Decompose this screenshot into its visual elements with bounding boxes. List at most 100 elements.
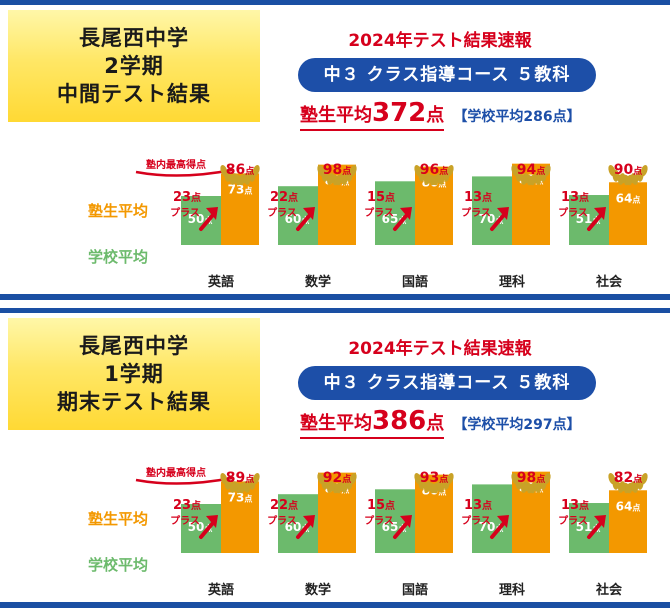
juku-average-label: 塾生平均 [300, 105, 372, 126]
bar-juku-value-0: 73点 [228, 490, 253, 504]
laurel-leaf [623, 482, 632, 494]
diff-word-2: プラス [364, 514, 394, 527]
bar-juku-4 [609, 490, 647, 553]
diff-unit-0: 点 [191, 499, 201, 512]
term-name: 1学期 [104, 362, 164, 386]
diff-label-3: 13点 [464, 498, 492, 513]
highest-score-unit-4: 点 [633, 165, 642, 177]
subject-label-2: 国語 [402, 582, 428, 598]
diff-word-0: プラス [170, 206, 200, 219]
laurel-wreath-icon-0 [220, 165, 260, 186]
juku-average-label: 塾生平均 [300, 413, 372, 434]
laurel-wreath-icon-2 [414, 473, 454, 494]
school-name: 長尾西中学 [79, 26, 189, 50]
laurel-leaf [539, 477, 547, 490]
plus-arrow-shaft-2 [393, 214, 408, 231]
highest-score-unit-1: 点 [342, 165, 351, 177]
panel-top-bar [0, 308, 670, 313]
diff-label-4: 13点 [561, 190, 589, 205]
school-average: 【学校平均297点】 [453, 417, 581, 433]
plus-arrow-head-1 [303, 515, 315, 528]
bar-juku-0 [221, 173, 259, 245]
bar-juku-value-0: 73点 [228, 182, 253, 196]
plus-arrow-shaft-0 [199, 214, 214, 231]
laurel-leaf [339, 481, 347, 493]
legend-school: 学校平均 [88, 248, 148, 266]
laurel-leaf [345, 477, 353, 490]
subject-label-2: 国語 [402, 274, 428, 290]
plus-arrow-head-0 [206, 207, 218, 220]
laurel-wreath-icon-4 [608, 165, 648, 186]
laurel-leaf [235, 482, 244, 494]
subject-label-0: 英語 [207, 582, 234, 598]
diff-label-0: 23点 [173, 190, 201, 205]
diff-unit-3: 点 [482, 191, 492, 204]
laurel-leaf [429, 482, 438, 494]
plus-arrow-head-4 [594, 515, 606, 528]
laurel-leaf [227, 482, 238, 492]
subject-label-1: 数学 [305, 274, 331, 290]
term-name: 2学期 [104, 54, 164, 78]
score-bar-chart-2: 塾生平均学校平均塾内最高得点50点73点23点プラス89点英語60点82点22点… [88, 466, 648, 598]
laurel-leaf [227, 174, 238, 184]
test-name: 期末テスト結果 [57, 390, 211, 414]
laurel-leaf [345, 169, 353, 182]
highest-score-0: 86点 [226, 162, 255, 178]
diff-word-1: プラス [267, 514, 297, 527]
laurel-leaf [248, 169, 256, 182]
highest-score-unit-4: 点 [633, 473, 642, 485]
panel-top-bar [0, 0, 670, 5]
laurel-leaf [324, 482, 335, 492]
subject-label-3: 理科 [499, 274, 525, 290]
laurel-wreath-icon-4 [608, 473, 648, 494]
school-name: 長尾西中学 [79, 334, 189, 358]
score-bar-chart-1: 塾生平均学校平均塾内最高得点50点73点23点プラス86点英語60点82点22点… [88, 158, 648, 290]
laurel-leaf [324, 174, 335, 184]
highest-score-label: 塾内最高得点 [146, 158, 206, 171]
laurel-wreath-icon-3 [511, 473, 551, 494]
flash-title: 2024年テスト結果速報 [348, 31, 532, 51]
diff-word-4: プラス [558, 514, 588, 527]
average-summary: 塾生平均386点 【学校平均297点】 [300, 406, 581, 439]
diff-label-0: 23点 [173, 498, 201, 513]
laurel-leaf [518, 482, 529, 492]
plus-arrow-head-2 [400, 207, 412, 220]
diff-label-1: 22点 [270, 190, 298, 205]
legend-juku: 塾生平均 [88, 202, 148, 220]
bar-juku-unit-0: 点 [244, 493, 252, 503]
highest-score-0: 89点 [226, 470, 255, 486]
laurel-leaf [533, 173, 541, 185]
diff-word-1: プラス [267, 206, 297, 219]
bar-school-4 [569, 195, 609, 245]
bar-juku-0 [221, 481, 259, 553]
bar-juku-4 [609, 182, 647, 245]
plus-arrow-head-3 [497, 515, 509, 528]
diff-word-2: プラス [364, 206, 394, 219]
diff-label-4: 13点 [561, 498, 589, 513]
bar-school-0 [181, 196, 221, 245]
bar-school-0 [181, 504, 221, 553]
average-summary: 塾生平均372点 【学校平均286点】 [300, 98, 581, 131]
test-name: 中間テスト結果 [57, 82, 211, 106]
diff-label-2: 15点 [367, 190, 395, 205]
legend-school: 学校平均 [88, 556, 148, 574]
subject-label-1: 数学 [305, 582, 331, 598]
highest-score-label: 塾内最高得点 [146, 466, 206, 479]
laurel-leaf [421, 174, 432, 184]
laurel-leaf [429, 174, 438, 186]
laurel-leaf [436, 173, 444, 185]
laurel-leaf [242, 173, 250, 185]
plus-arrow-shaft-4 [587, 522, 602, 539]
plus-arrow-shaft-3 [490, 214, 505, 231]
juku-average-unit: 点 [426, 413, 445, 434]
result-panel-2: 長尾西中学 1学期 期末テスト結果 2024年テスト結果速報 中３ クラス指導コ… [0, 308, 670, 608]
panel-bottom-line [0, 602, 670, 608]
highest-score-unit-0: 点 [245, 473, 254, 485]
laurel-leaf [332, 174, 341, 186]
plus-arrow-shaft-1 [296, 522, 311, 539]
juku-average-value: 386 [372, 406, 427, 436]
juku-average: 塾生平均372点 [300, 98, 445, 131]
laurel-leaf [615, 174, 626, 184]
laurel-leaf [235, 174, 244, 186]
juku-average-value: 372 [372, 98, 427, 128]
